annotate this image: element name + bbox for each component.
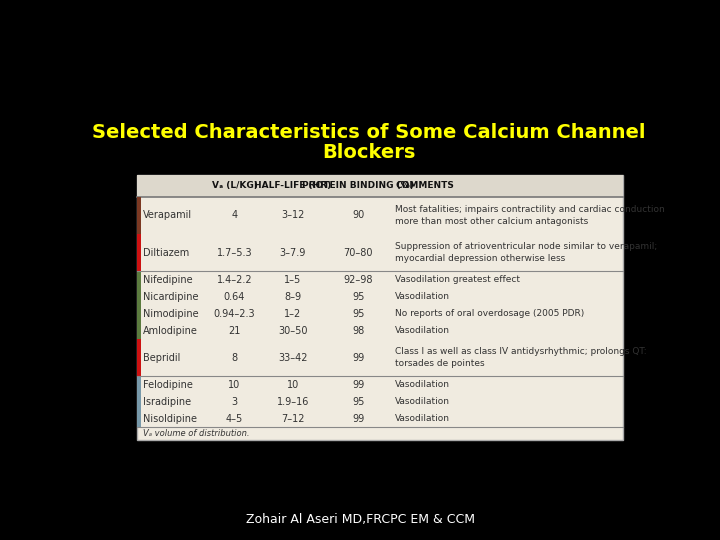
Text: 8: 8	[231, 353, 238, 363]
Text: Vasodilation: Vasodilation	[395, 414, 450, 423]
FancyBboxPatch shape	[138, 175, 623, 197]
Text: 30–50: 30–50	[278, 326, 307, 335]
FancyBboxPatch shape	[138, 339, 141, 393]
Text: 3–12: 3–12	[281, 211, 305, 220]
FancyBboxPatch shape	[138, 339, 141, 376]
FancyBboxPatch shape	[138, 271, 141, 339]
Text: 98: 98	[352, 326, 364, 335]
Text: 7–12: 7–12	[281, 414, 305, 424]
Text: 95: 95	[352, 397, 364, 407]
FancyBboxPatch shape	[138, 339, 141, 376]
Text: myocardial depression otherwise less: myocardial depression otherwise less	[395, 254, 565, 263]
Text: Felodipine: Felodipine	[143, 380, 193, 390]
Text: 99: 99	[352, 353, 364, 363]
Text: 1.7–5.3: 1.7–5.3	[217, 248, 252, 258]
Text: Amlodipine: Amlodipine	[143, 326, 198, 335]
Text: 95: 95	[352, 309, 364, 319]
Text: Vasodilation: Vasodilation	[395, 380, 450, 389]
Text: 10: 10	[228, 380, 240, 390]
FancyBboxPatch shape	[138, 197, 141, 234]
Text: 1–5: 1–5	[284, 275, 302, 285]
Text: PROTEIN BINDING (%): PROTEIN BINDING (%)	[302, 181, 414, 190]
Text: Verapamil: Verapamil	[143, 211, 192, 220]
Text: Suppression of atrioventricular node similar to verapamil;: Suppression of atrioventricular node sim…	[395, 242, 657, 251]
Text: Vasodilation greatest effect: Vasodilation greatest effect	[395, 275, 521, 284]
Text: Isradipine: Isradipine	[143, 397, 192, 407]
Text: Vasodilation: Vasodilation	[395, 326, 450, 335]
Text: 33–42: 33–42	[278, 353, 307, 363]
Text: 90: 90	[352, 211, 364, 220]
Text: Vₐ (L/KG): Vₐ (L/KG)	[212, 181, 258, 190]
Text: 99: 99	[352, 380, 364, 390]
Text: 99: 99	[352, 414, 364, 424]
Text: 92–98: 92–98	[343, 275, 373, 285]
Text: Nicardipine: Nicardipine	[143, 292, 199, 302]
Text: 1–2: 1–2	[284, 309, 302, 319]
Text: 3: 3	[231, 397, 238, 407]
FancyBboxPatch shape	[138, 197, 141, 271]
Text: Nisoldipine: Nisoldipine	[143, 414, 197, 424]
Text: 1.9–16: 1.9–16	[276, 397, 309, 407]
Text: Selected Characteristics of Some Calcium Channel: Selected Characteristics of Some Calcium…	[92, 123, 646, 141]
Text: 4–5: 4–5	[226, 414, 243, 424]
Text: torsades de pointes: torsades de pointes	[395, 359, 485, 368]
Text: 10: 10	[287, 380, 299, 390]
Text: Diltiazem: Diltiazem	[143, 248, 189, 258]
FancyBboxPatch shape	[138, 271, 141, 376]
Text: 95: 95	[352, 292, 364, 302]
FancyBboxPatch shape	[138, 175, 623, 440]
Text: more than most other calcium antagonists: more than most other calcium antagonists	[395, 217, 588, 226]
FancyBboxPatch shape	[138, 376, 141, 427]
Text: 21: 21	[228, 326, 240, 335]
Text: Blockers: Blockers	[323, 143, 415, 162]
Text: HALF-LIFE (HR): HALF-LIFE (HR)	[254, 181, 331, 190]
FancyBboxPatch shape	[138, 339, 141, 376]
FancyBboxPatch shape	[138, 234, 141, 271]
Text: Nimodipine: Nimodipine	[143, 309, 199, 319]
Text: Vasodilation: Vasodilation	[395, 397, 450, 406]
Text: Vₐ volume of distribution.: Vₐ volume of distribution.	[143, 429, 250, 438]
Text: 70–80: 70–80	[343, 248, 373, 258]
Text: 1.4–2.2: 1.4–2.2	[217, 275, 252, 285]
FancyBboxPatch shape	[138, 376, 141, 427]
Text: 0.94–2.3: 0.94–2.3	[214, 309, 256, 319]
Text: Vasodilation: Vasodilation	[395, 292, 450, 301]
Text: Most fatalities; impairs contractility and cardiac conduction: Most fatalities; impairs contractility a…	[395, 205, 665, 214]
Text: Class I as well as class IV antidysrhythmic; prolongs QT:: Class I as well as class IV antidysrhyth…	[395, 347, 647, 356]
Text: 0.64: 0.64	[224, 292, 246, 302]
FancyBboxPatch shape	[138, 234, 141, 288]
Text: COMMENTS: COMMENTS	[395, 181, 454, 190]
FancyBboxPatch shape	[138, 339, 141, 376]
Text: No reports of oral overdosage (2005 PDR): No reports of oral overdosage (2005 PDR)	[395, 309, 585, 318]
Text: 4: 4	[231, 211, 238, 220]
Text: 8–9: 8–9	[284, 292, 302, 302]
Text: Bepridil: Bepridil	[143, 353, 181, 363]
Text: Nifedipine: Nifedipine	[143, 275, 193, 285]
Text: Zohair Al Aseri MD,FRCPC EM & CCM: Zohair Al Aseri MD,FRCPC EM & CCM	[246, 513, 474, 526]
Text: 3–7.9: 3–7.9	[279, 248, 306, 258]
